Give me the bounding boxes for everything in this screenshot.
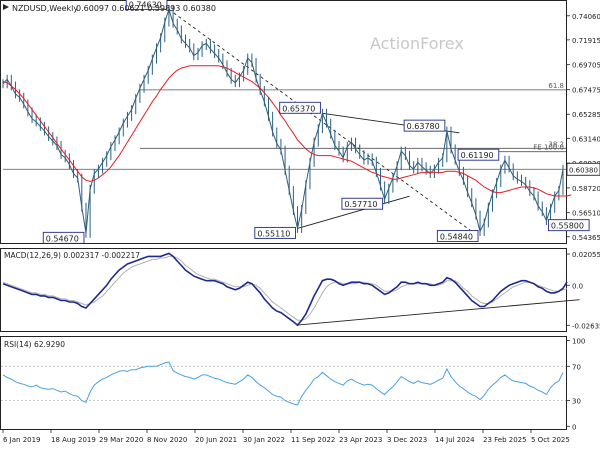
macd-panel: 0.020555 0.0 -0.026356 MACD(12,26,9) 0.002…	[0, 248, 600, 332]
rsi-ytick-label: 100	[572, 338, 585, 346]
x-tick-label: 6 Jan 2019	[3, 436, 41, 444]
price-line	[2, 7, 564, 234]
price-panel: ActionForex 61.8 38.2FE 100.0 0.74630 0.54…	[0, 0, 600, 244]
x-tick-label: 18 Aug 2019	[51, 436, 96, 444]
rsi-ytick-label: 0	[572, 423, 576, 431]
price-y-axis: 0.74060 0.71915 0.69705 0.67475 0.65285 0.631…	[566, 13, 600, 242]
watermark: ActionForex	[370, 34, 464, 53]
level-label-8-box	[547, 219, 590, 232]
x-tick-label: 23 Apr 2023	[339, 436, 382, 444]
price-annotations: 0.74630 0.54670 0.55110 0.65370 0.57710 0.637…	[42, 0, 590, 244]
level-label-5: 0.63780	[403, 119, 446, 132]
moving-average-line	[2, 65, 572, 197]
x-axis: 6 Jan 2019 18 Aug 2019 29 Mar 2020 8 Nov 20…	[2, 429, 570, 444]
price-ytick-label: 0.67475	[572, 87, 600, 95]
macd-ytick-label: 0.0	[572, 282, 583, 290]
price-header: NZDUSD,Weekly 0.60097 0.60621 0.59893 0.…	[3, 4, 216, 13]
collapse-arrow-icon[interactable]	[3, 4, 9, 10]
price-ytick-label: 0.74060	[572, 13, 600, 21]
ref-line-label-2: FE 100.0	[533, 144, 564, 152]
level-label-2-text: 0.55110	[257, 229, 290, 238]
macd-ytick-label: 0.020555	[572, 251, 600, 259]
level-label-1: 0.54670	[42, 231, 85, 244]
rsi-title: RSI(14) 62.9290	[4, 340, 65, 349]
rsi-line	[2, 361, 564, 406]
macd-series	[2, 252, 580, 327]
rsi-panel-frame	[0, 336, 567, 430]
level-label-4: 0.57710	[341, 197, 384, 210]
level-label-2: 0.55110	[254, 226, 296, 239]
rsi-y-axis: 100 70 30 0	[566, 338, 585, 431]
level-label-7-text: 0.61190	[461, 151, 494, 160]
price-ohlc: 0.60097 0.60621 0.59893 0.60380	[76, 4, 216, 13]
last-price-box	[566, 162, 600, 176]
macd-trendline	[297, 299, 580, 326]
rsi-panel: 100 70 30 0 RSI(14) 62.9290	[0, 336, 585, 431]
price-panel-frame	[0, 0, 567, 244]
level-label-4-box	[341, 197, 384, 210]
price-title: NZDUSD,Weekly	[12, 4, 78, 13]
level-label-3-text: 0.65370	[282, 104, 315, 113]
ref-line-label-1: 38.2	[548, 140, 564, 148]
x-tick-label: 11 Sep 2022	[291, 436, 335, 444]
rsi-ytick-label: 30	[572, 398, 581, 406]
level-label-4-text: 0.57710	[344, 200, 377, 209]
level-label-8-text: 0.55800	[551, 222, 584, 231]
level-label-2-box	[254, 226, 296, 239]
price-ytick-label: 0.63140	[572, 135, 600, 143]
x-tick-label: 14 Jul 2024	[435, 436, 475, 444]
rsi-ytick-label: 70	[572, 363, 581, 371]
level-label-5-text: 0.63780	[407, 122, 440, 131]
x-tick-label: 3 Dec 2023	[387, 436, 427, 444]
level-label-7: 0.61190	[457, 148, 500, 161]
level-label-6: 0.54840	[436, 229, 479, 242]
x-tick-label: 20 Jun 2021	[195, 436, 237, 444]
x-tick-label: 5 Oct 2025	[531, 436, 570, 444]
macd-y-axis: 0.020555 0.0 -0.026356	[566, 251, 600, 330]
ref-line-label-0: 61.8	[548, 82, 564, 90]
level-label-3: 0.65370	[279, 101, 321, 114]
x-tick-label: 23 Feb 2025	[483, 436, 527, 444]
price-ytick-label: 0.56510	[572, 210, 600, 218]
level-label-7-box	[457, 148, 500, 161]
level-label-8: 0.55800	[547, 219, 590, 232]
level-label-0: 0.74630	[125, 0, 168, 10]
x-tick-label: 29 Mar 2020	[99, 436, 143, 444]
level-label-5-box	[403, 119, 446, 132]
level-label-0-text: 0.74630	[129, 0, 162, 9]
level-label-6-box	[436, 229, 479, 242]
macd-line	[2, 252, 568, 327]
level-label-0-box	[125, 0, 168, 10]
macd-signal-line	[2, 255, 568, 321]
level-label-1-text: 0.54670	[46, 234, 79, 243]
macd-panel-frame	[0, 248, 567, 332]
price-ytick-label: 0.71915	[572, 37, 600, 45]
price-ytick-label: 0.58720	[572, 185, 600, 193]
rsi-series	[1, 361, 566, 406]
macd-ytick-label: -0.026356	[572, 322, 600, 330]
x-tick-label: 8 Nov 2020	[147, 436, 187, 444]
level-label-1-box	[42, 231, 85, 244]
last-price-tag: 0.60380	[566, 162, 600, 176]
price-series	[2, 4, 572, 238]
last-price-label: 0.60380	[569, 166, 598, 174]
price-ytick-label: 0.69705	[572, 62, 600, 70]
price-ytick-label: 0.54365	[572, 234, 600, 242]
price-ytick-label: 0.65285	[572, 111, 600, 119]
x-tick-label: 30 Jan 2022	[243, 436, 285, 444]
trendline-2	[297, 195, 410, 229]
macd-title: MACD(12,26,9) 0.002317 -0.002217	[4, 251, 140, 260]
level-label-6-text: 0.54840	[440, 232, 473, 241]
level-label-3-box	[279, 101, 321, 114]
